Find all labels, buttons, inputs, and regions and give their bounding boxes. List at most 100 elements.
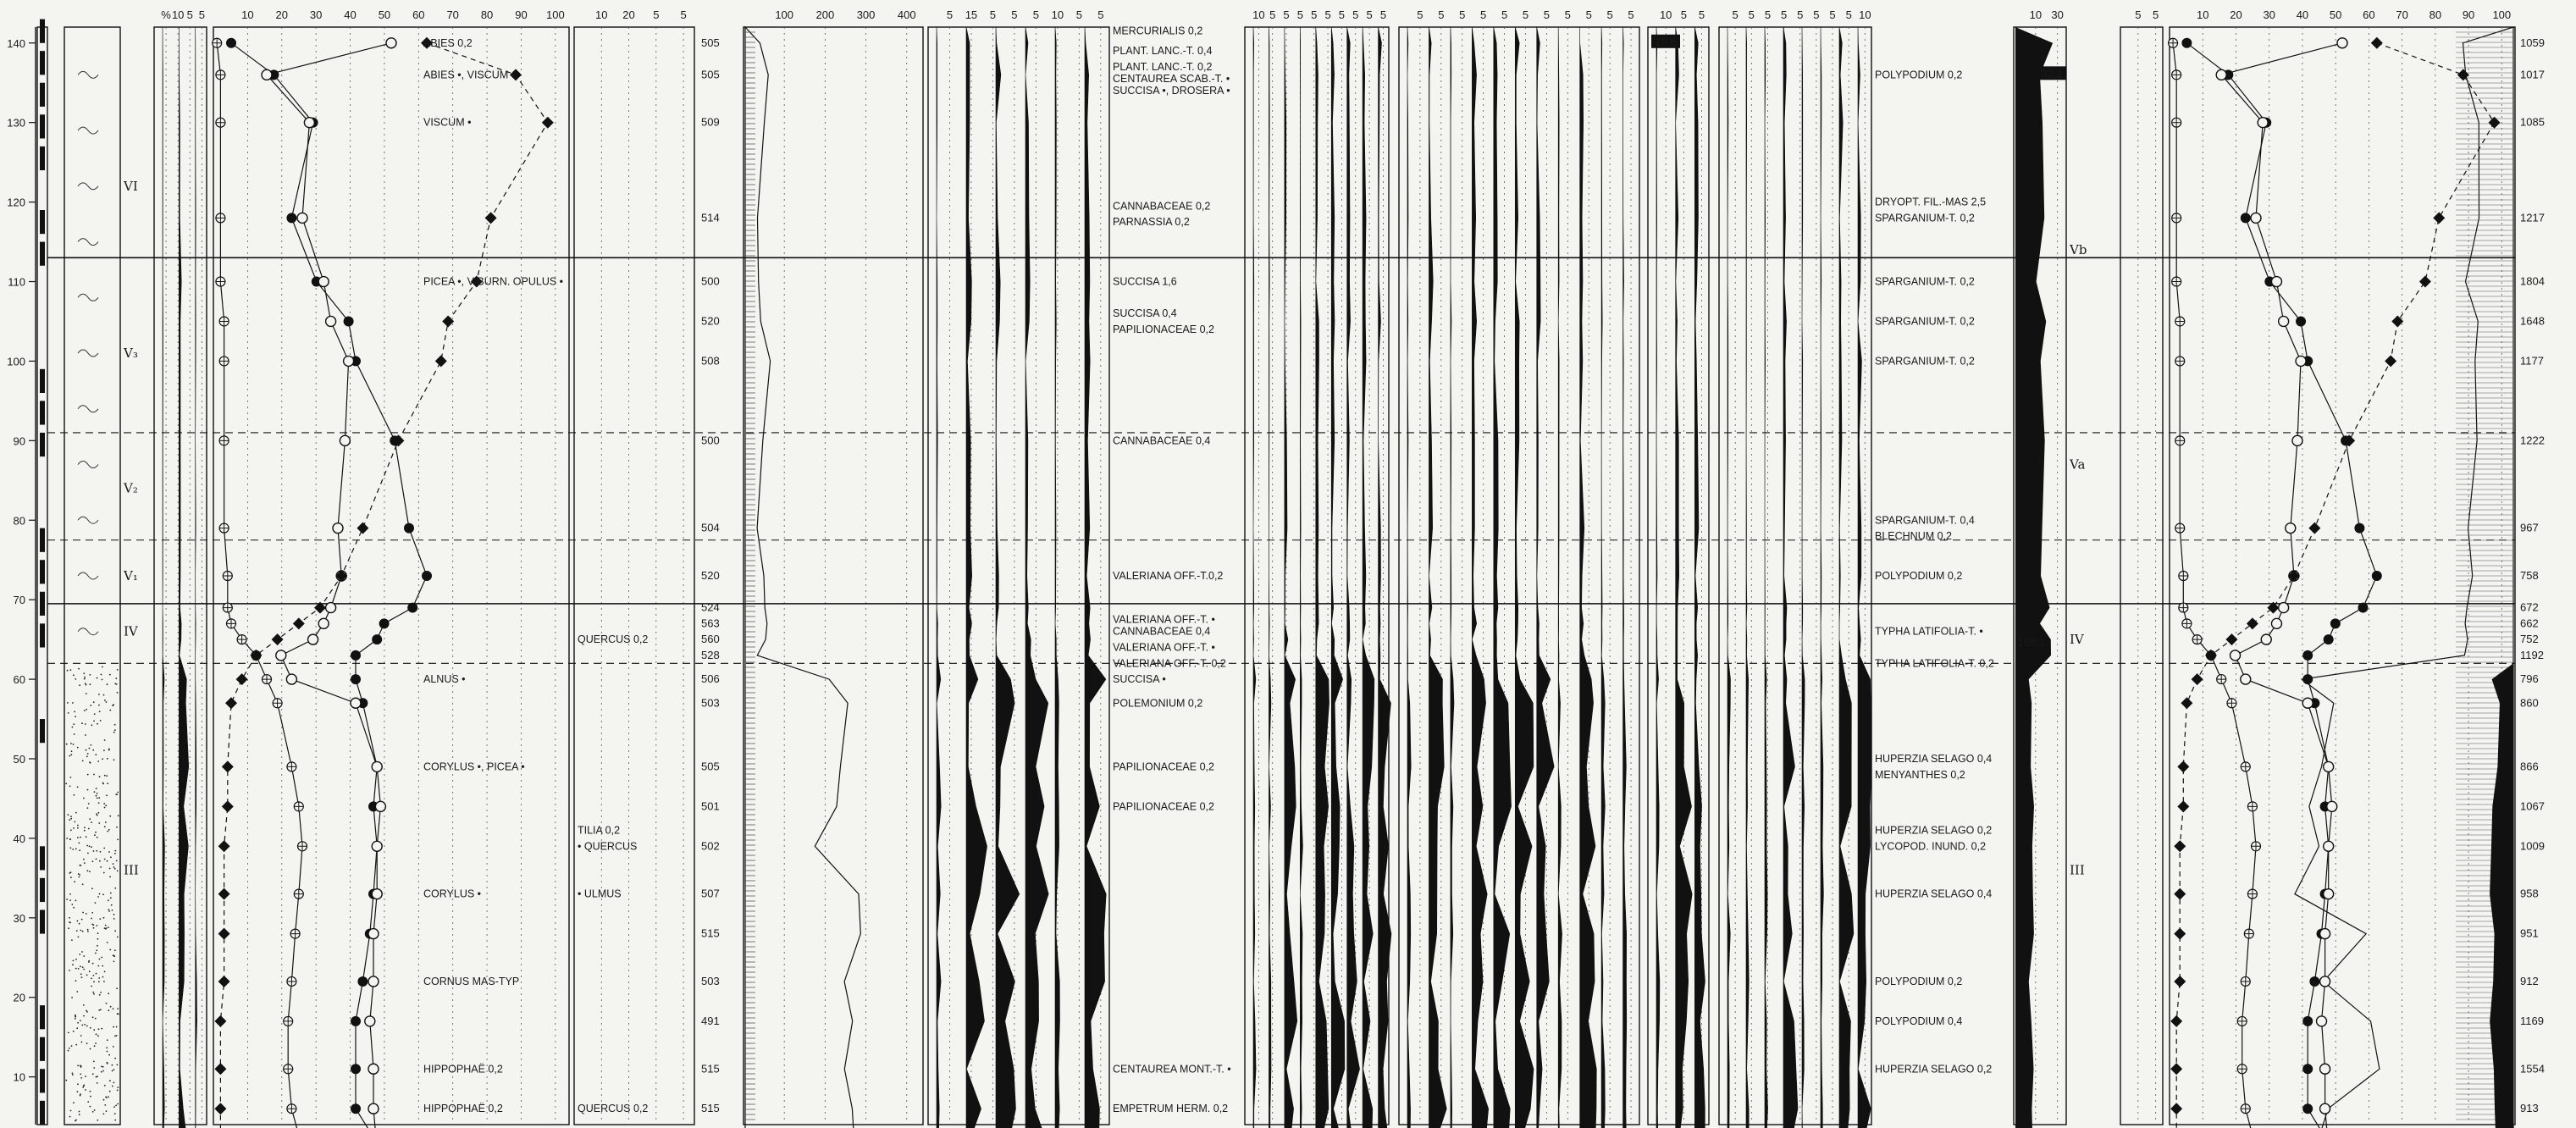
sand-dot [87,931,89,932]
taxon-silhouette [1600,26,1606,1128]
taxon-silhouette [995,26,1020,1128]
tick-label-herbs2: 5 [1269,8,1275,21]
sand-dot [72,744,75,745]
tick-label-herbs2: 5 [1324,8,1330,21]
sand-dot [76,1091,79,1092]
point-birch [2326,800,2338,813]
sand-dot [93,1109,96,1111]
sand-dot [116,870,119,872]
sand-dot [91,977,92,980]
sand-dot [72,849,75,850]
point-alnus-cross [2241,1104,2250,1114]
sand-dot [92,749,95,751]
lithology-band [40,401,45,425]
sand-dot [106,775,108,777]
point-alnus-cross [2247,802,2257,811]
point-alnus-cross [219,436,229,445]
tick-label-trees: 30 [310,8,322,21]
sand-dot [85,913,87,915]
sand-dot [109,892,112,894]
pollen-sum-label: 503 [701,975,720,987]
sand-dot [96,814,98,816]
sand-dot [104,821,107,823]
sand-dot [103,927,106,929]
sand-dot [69,755,71,757]
point-nap [235,673,248,686]
peat-symbol [77,70,99,79]
point-birch [2277,601,2290,614]
point-birch [350,697,362,709]
sand-dot [114,853,116,854]
sand-dot [75,980,77,982]
taxon-silhouette [1579,26,1597,1128]
herb-label: POLEMONIUM 0,2 [1113,697,1202,709]
point-pine [2371,571,2382,581]
taxon-silhouette [1315,26,1329,1128]
sand-dot [104,699,106,701]
zone-label-right: IV [2070,632,2085,647]
point-nap [2177,760,2190,773]
point-birch [2285,522,2297,534]
taxon-silhouette [1557,26,1562,1128]
sand-dot [93,791,96,793]
point-alnus-cross [2179,603,2188,612]
sand-dot [91,962,94,965]
tick-label-summary: 20 [2230,8,2242,21]
sand-dot [100,1070,102,1073]
sample-count-label: 1648 [2520,314,2545,327]
sand-dot [86,773,89,776]
sand-dot [106,1050,108,1053]
sand-dot [96,949,98,952]
sand-dot [93,1029,96,1031]
sand-dot [70,750,73,752]
peat-symbol [77,461,99,469]
sand-dot [97,1075,98,1077]
sand-dot [103,847,106,849]
sand-dot [97,1035,99,1037]
sand-dot [84,676,86,678]
point-nap [484,212,497,224]
sand-dot [115,683,118,685]
taxon-silhouette [1820,26,1824,1128]
sand-dot [98,1009,101,1011]
point-pine [422,571,432,581]
depth-tick-label: 10 [14,1071,25,1084]
tick-label-herbs2: 5 [1380,8,1386,21]
tick-label-herbs3: 5 [1523,8,1528,21]
point-alnus-cross [223,572,232,580]
sand-dot [85,749,87,751]
sand-dot [83,968,85,970]
point-birch [2319,976,2331,987]
tree-annotation: CORNUS MAS-TYP [423,976,519,987]
spore-label: POLYPODIUM 0,2 [1875,69,1962,80]
point-nap [218,840,230,853]
frame-aq2 [1718,26,1872,1125]
point-nap [2287,570,2300,582]
lithology-band [40,82,45,107]
point-alnus-cross [2247,889,2257,899]
point-alnus-cross [213,38,222,47]
point-alnus-cross [2175,523,2185,533]
sample-count-label: 912 [2520,975,2539,987]
sand-dot [69,921,71,924]
tick-label-herbs2: 5 [1297,8,1303,21]
tick-label-shrubs: 5 [680,8,686,21]
sand-dot [105,1097,108,1098]
sand-dot [106,757,108,760]
point-pine [372,634,383,645]
herb-label: EMPETRUM HERM. 0,2 [1113,1103,1228,1114]
sand-dot [80,865,82,866]
depth-tick-label: 70 [14,594,25,606]
sand-dot [97,1028,100,1031]
sand-dot [75,899,77,902]
sand-dot [100,992,102,993]
sand-dot [86,753,89,755]
sand-dot [101,678,103,681]
point-birch [261,69,273,81]
tick-label-summary: 90 [2463,8,2474,21]
sand-dot [77,968,80,970]
point-pine [407,602,418,613]
sand-dot [116,1064,119,1066]
point-alnus-cross [2175,357,2185,366]
taxon-silhouette [1429,26,1447,1128]
